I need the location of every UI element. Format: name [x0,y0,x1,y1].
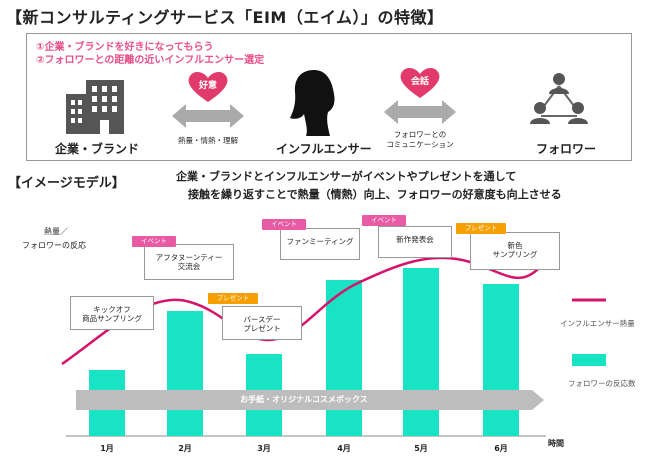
present-tag: プレゼント [208,293,258,304]
y-axis-label-2: フォロワーの反応 [22,241,86,250]
bar-group [89,268,519,436]
point-2: ②フォロワーとの距離の近いインフルエンサー選定 [36,55,265,66]
callout-birthday: バースデー プレゼント [222,306,302,340]
bar-feb [167,311,203,436]
arrow-right-label-line1: フォロワーとの [393,130,447,139]
feature-box [26,33,632,161]
month-label: 3月 [257,444,271,453]
banner-arrow [76,390,544,410]
month-label: 5月 [414,444,428,453]
arrow-right-label: フォロワーとの コミュニケーション [378,130,462,150]
heart-label-talk: 会話 [410,77,429,87]
section-title: 【イメージモデル】 [8,176,125,191]
banner-label: お手紙・オリジナルコスメボックス [240,395,368,404]
legend-line-label: インフルエンサー熱量 [560,319,635,328]
followers-network-icon [530,73,588,124]
double-arrow-icon [172,104,244,128]
callout-line: キックオフ [93,305,131,314]
arrow-left-label: 熱量・情熱・理解 [178,136,238,145]
bar-jun [483,284,519,436]
callout-new-color: 新色 サンプリング [470,232,560,270]
heart-label-like: 好意 [198,81,217,91]
legend-bar-label: フォロワーの反応数 [568,379,636,388]
callout-launch-event: 新作発表会 [378,226,452,258]
month-label: 6月 [494,444,508,453]
month-label: 1月 [100,444,114,453]
callout-line: 商品サンプリング [82,314,142,324]
callout-line: 新作発表会 [396,235,434,244]
callout-line: バースデー [243,315,281,324]
description-line-2: 接触を繰り返すことで熱量（情熱）向上、フォロワーの好意度も向上させる [188,188,562,201]
present-tag: プレゼント [456,223,506,234]
callout-line: サンプリング [492,250,538,260]
event-tag: イベント [262,219,306,230]
callout-line: 新色 [507,241,523,250]
month-label: 2月 [178,444,192,453]
influencer-silhouette-icon [290,70,335,136]
page-title: 【新コンサルティングサービス「EIM（エイム）」の特徴】 [6,8,444,27]
callout-kickoff: キックオフ 商品サンプリング [70,296,154,330]
x-axis-label: 時間 [548,439,564,448]
arrow-right-label-line2: コミュニケーション [386,139,454,149]
bar-apr [326,280,362,436]
bar-may [403,268,439,436]
event-tag: イベント [132,236,176,247]
callout-line: 交流会 [177,262,201,272]
heart-icon [188,72,228,102]
y-axis-label-1: 熱量／ [44,227,68,236]
influencer-label: インフルエンサー [276,142,372,156]
brand-label: 企業・ブランド [55,142,140,156]
event-tag: イベント [362,215,406,226]
double-arrow-icon [384,100,456,124]
follower-label: フォロワー [536,142,597,156]
legend-bar-swatch [572,354,606,366]
heart-chat-icon [400,68,440,98]
callout-afternoon-tea: アフタヌーンティー 交流会 [144,244,234,280]
callout-line: ファンミーティング [286,237,354,246]
description-line-1: 企業・ブランドとインフルエンサーがイベントやプレゼントを通して [176,170,517,183]
point-1: ①企業・ブランドを好きになってもらう [36,42,214,53]
building-icon [66,80,124,134]
callout-line: プレゼント [243,324,281,334]
callout-fan-meeting: ファンミーティング [280,228,360,260]
month-label: 4月 [337,444,351,453]
callout-line: アフタヌーンティー [155,253,223,262]
